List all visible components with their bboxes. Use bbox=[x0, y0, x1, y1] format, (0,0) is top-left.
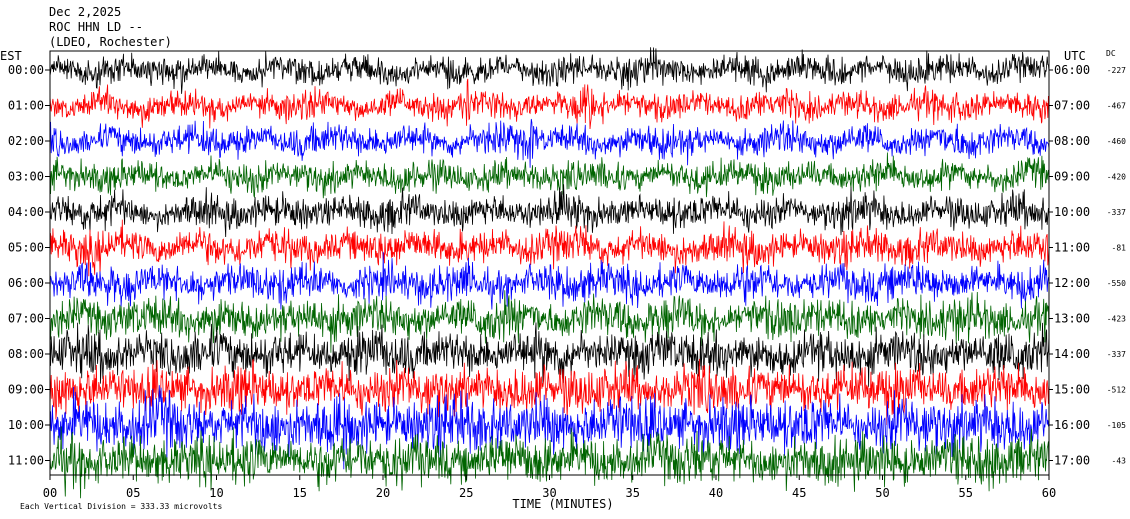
header-date: Dec 2,2025 bbox=[49, 5, 121, 19]
header-network: (LDEO, Rochester) bbox=[49, 35, 172, 49]
x-tick-label: 15 bbox=[293, 486, 307, 500]
x-tick-label: 60 bbox=[1042, 486, 1056, 500]
dc-offset-label: -227 bbox=[1107, 66, 1126, 75]
plot-frame bbox=[49, 50, 1050, 476]
est-label: 04:00 bbox=[8, 205, 44, 219]
x-tick-label: 00 bbox=[43, 486, 57, 500]
right-axis-title: UTC bbox=[1064, 49, 1086, 63]
trace-row-0900 bbox=[49, 358, 1050, 426]
trace-row-1000 bbox=[49, 385, 1050, 470]
x-tick-label: 25 bbox=[459, 486, 473, 500]
trace-row-1100 bbox=[49, 426, 1050, 499]
est-label: 01:00 bbox=[8, 99, 44, 113]
utc-label: 10:00 bbox=[1054, 205, 1090, 219]
trace-row-0100 bbox=[49, 78, 1050, 130]
trace-row-0800 bbox=[49, 322, 1050, 387]
dc-offset-label: -337 bbox=[1107, 350, 1126, 359]
utc-label: 17:00 bbox=[1054, 454, 1090, 468]
est-label: 00:00 bbox=[8, 63, 44, 77]
trace-layer bbox=[49, 47, 1050, 499]
x-tick-label: 40 bbox=[709, 486, 723, 500]
dc-offset-label: -512 bbox=[1107, 386, 1126, 395]
x-tick-label: 55 bbox=[959, 486, 973, 500]
est-label: 05:00 bbox=[8, 241, 44, 255]
utc-label: 08:00 bbox=[1054, 134, 1090, 148]
utc-label: 09:00 bbox=[1054, 170, 1090, 184]
utc-label: 07:00 bbox=[1054, 99, 1090, 113]
est-label: 03:00 bbox=[8, 170, 44, 184]
est-label: 08:00 bbox=[8, 347, 44, 361]
header-station: ROC HHN LD -- bbox=[49, 20, 143, 34]
trace-row-0300 bbox=[49, 152, 1050, 199]
dc-offset-label: -337 bbox=[1107, 208, 1126, 217]
utc-label: 14:00 bbox=[1054, 347, 1090, 361]
dc-offset-label: -105 bbox=[1107, 421, 1126, 430]
dc-offset-label: -423 bbox=[1107, 315, 1126, 324]
dc-column-title: DC bbox=[1106, 49, 1116, 58]
utc-label: 13:00 bbox=[1054, 312, 1090, 326]
x-tick-label: 50 bbox=[875, 486, 889, 500]
x-tick-label: 35 bbox=[626, 486, 640, 500]
est-label: 09:00 bbox=[8, 383, 44, 397]
est-label: 10:00 bbox=[8, 418, 44, 432]
trace-row-0000 bbox=[49, 47, 1050, 94]
utc-label: 16:00 bbox=[1054, 418, 1090, 432]
scale-note: Each Vertical Division = 333.33 microvol… bbox=[20, 502, 222, 511]
dc-offset-label: -420 bbox=[1107, 173, 1126, 182]
x-tick-label: 45 bbox=[792, 486, 806, 500]
dc-offset-label: -467 bbox=[1107, 102, 1126, 111]
trace-row-0600 bbox=[49, 251, 1050, 310]
utc-label: 11:00 bbox=[1054, 241, 1090, 255]
dc-offset-label: -81 bbox=[1112, 244, 1127, 253]
x-tick-label: 05 bbox=[126, 486, 140, 500]
est-label: 11:00 bbox=[8, 454, 44, 468]
left-axis-title: EST bbox=[0, 49, 22, 63]
dc-offset-label: -460 bbox=[1107, 137, 1126, 146]
row-label-layer: 00:00 06:00 -227 01:00 07:00 -467 02:00 08:00 -4… bbox=[8, 63, 1126, 468]
x-tick-label: 20 bbox=[376, 486, 390, 500]
trace-row-0200 bbox=[49, 118, 1050, 168]
x-tick-label: 30 bbox=[542, 486, 556, 500]
est-label: 02:00 bbox=[8, 134, 44, 148]
est-label: 07:00 bbox=[8, 312, 44, 326]
utc-label: 12:00 bbox=[1054, 276, 1090, 290]
x-tick-label: 10 bbox=[209, 486, 223, 500]
dc-offset-label: -550 bbox=[1107, 279, 1126, 288]
trace-row-0500 bbox=[49, 219, 1050, 277]
x-axis-label: TIME (MINUTES) bbox=[512, 497, 613, 511]
utc-label: 06:00 bbox=[1054, 63, 1090, 77]
trace-row-0400 bbox=[49, 184, 1050, 238]
x-tick-layer: 00 05 10 15 20 25 30 35 40 45 50 55 60 bbox=[43, 475, 1056, 500]
dc-offset-label: -43 bbox=[1112, 457, 1127, 466]
est-label: 06:00 bbox=[8, 276, 44, 290]
utc-label: 15:00 bbox=[1054, 383, 1090, 397]
